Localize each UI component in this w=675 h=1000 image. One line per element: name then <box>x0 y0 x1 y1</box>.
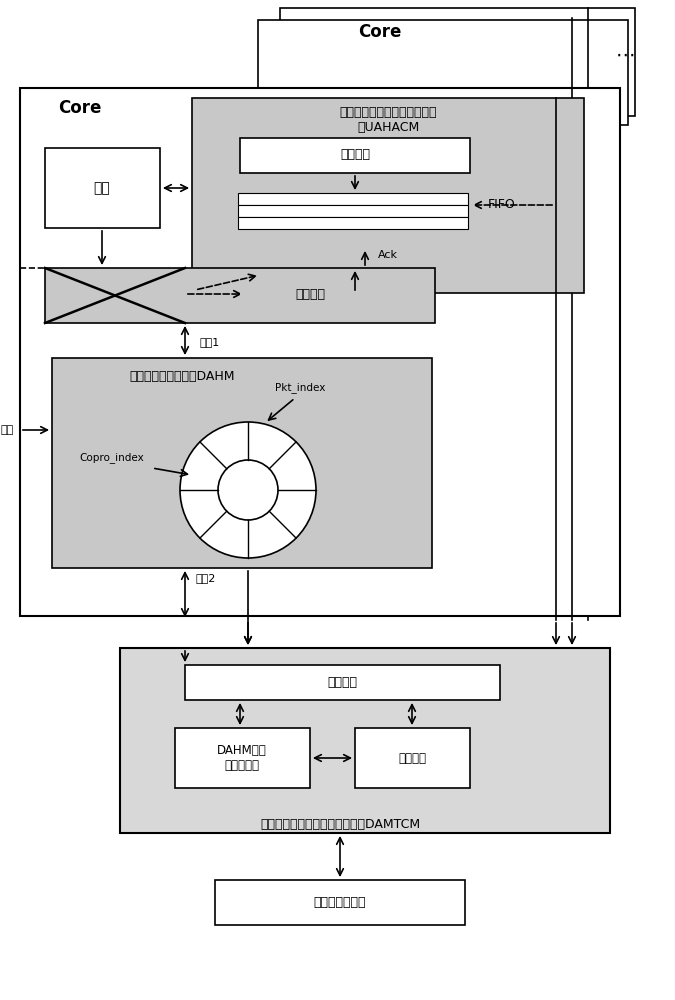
Text: 下游自适应报文传输协处理模块DAMTCM: 下游自适应报文传输协处理模块DAMTCM <box>260 818 420 832</box>
Text: Copro_index: Copro_index <box>80 453 144 463</box>
Text: 上游自适应硬件加速协处理模
块UAHACM: 上游自适应硬件加速协处理模 块UAHACM <box>340 106 437 134</box>
Bar <box>238 193 468 205</box>
Bar <box>20 88 620 616</box>
Circle shape <box>218 460 278 520</box>
Bar <box>45 268 435 323</box>
Circle shape <box>180 422 316 558</box>
Bar <box>258 20 628 125</box>
Bar <box>238 217 468 229</box>
Text: DAHM地址
分配与回收: DAHM地址 分配与回收 <box>217 744 267 772</box>
Text: 直接访问高速存储体DAHM: 直接访问高速存储体DAHM <box>129 369 235 382</box>
Text: 插空传输: 插空传输 <box>295 288 325 300</box>
Text: Pkt_index: Pkt_index <box>275 383 325 393</box>
Text: 端口2: 端口2 <box>196 573 217 583</box>
Bar <box>238 205 468 217</box>
Text: 加速处理: 加速处理 <box>340 148 370 161</box>
Text: 内核: 内核 <box>94 181 111 195</box>
Bar <box>280 8 635 116</box>
Text: ⋯: ⋯ <box>615 45 634 64</box>
Bar <box>120 648 610 833</box>
Text: Core: Core <box>58 99 101 117</box>
Text: 读写仲辁: 读写仲辁 <box>327 676 357 688</box>
Text: 端口1: 端口1 <box>200 337 220 347</box>
Bar <box>45 148 160 228</box>
Bar <box>240 138 470 173</box>
Bar <box>52 358 432 568</box>
Bar <box>355 728 470 788</box>
Bar <box>215 880 465 925</box>
Bar <box>175 728 310 788</box>
Bar <box>185 665 500 700</box>
Text: 网络接口控制器: 网络接口控制器 <box>314 896 367 908</box>
Text: FIFO: FIFO <box>488 198 516 212</box>
Text: Ack: Ack <box>378 250 398 260</box>
Text: 控制: 控制 <box>1 425 14 435</box>
Text: 输出调度: 输出调度 <box>398 752 426 764</box>
Text: Core: Core <box>358 23 402 41</box>
Bar <box>192 98 584 293</box>
